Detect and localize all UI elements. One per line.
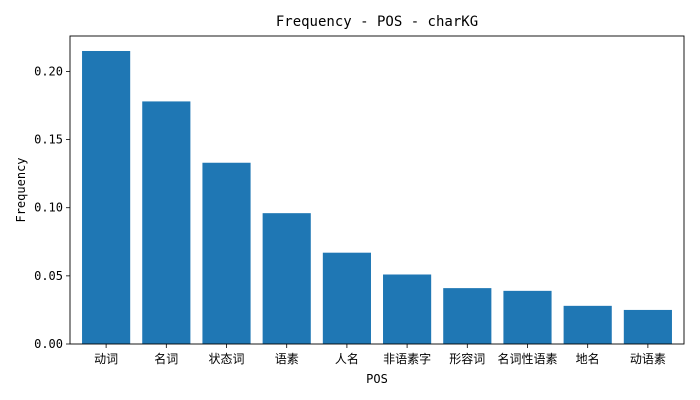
bars <box>82 50 672 345</box>
bar <box>142 101 191 345</box>
bar <box>563 305 612 344</box>
x-tick-label: 名词性语素 <box>497 351 557 366</box>
x-axis: 动词 名词 状态词 语素 人名 非语素字 形容词 名词性语素 地名 动语素 <box>94 344 666 366</box>
y-tick-label: 0.00 <box>34 337 63 351</box>
y-tick-label: 0.20 <box>34 64 63 78</box>
x-tick-label: 动词 <box>94 352 118 366</box>
bar <box>322 252 371 344</box>
bar <box>262 213 311 344</box>
x-tick-label: 名词 <box>154 351 178 366</box>
chart-title: Frequency - POS - charKG <box>276 14 478 30</box>
bar <box>82 50 131 344</box>
x-tick-label: 动语素 <box>630 352 666 366</box>
y-tick-label: 0.15 <box>34 133 63 147</box>
plot-frame <box>69 35 685 345</box>
bar <box>623 309 672 344</box>
bar <box>443 288 492 344</box>
y-tick-label: 0.05 <box>34 269 63 283</box>
x-tick-label: 语素 <box>275 352 299 366</box>
x-tick-label: 人名 <box>335 351 359 366</box>
y-axis-label: Frequency <box>14 157 28 222</box>
y-axis: 0.00 0.05 0.10 0.15 0.20 <box>34 64 70 351</box>
x-axis-label: POS <box>366 372 388 386</box>
bar <box>503 290 552 344</box>
y-tick-label: 0.10 <box>34 201 63 215</box>
x-tick-label: 形容词 <box>449 351 485 366</box>
bar <box>202 162 251 344</box>
bar <box>383 274 432 344</box>
x-tick-label: 状态词 <box>209 352 245 366</box>
x-tick-label: 地名 <box>576 351 600 366</box>
x-tick-label: 非语素字 <box>383 351 431 366</box>
